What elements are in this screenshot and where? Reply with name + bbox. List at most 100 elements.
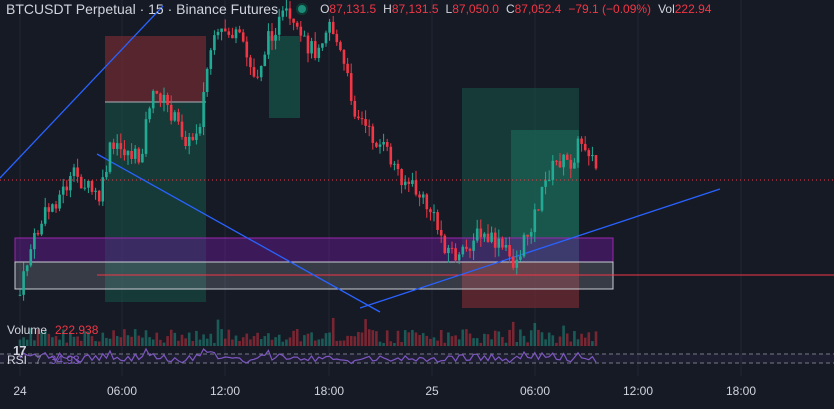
volume-bar: [569, 341, 573, 346]
volume-legend[interactable]: Volume 222.938: [7, 323, 98, 337]
volume-bar: [317, 339, 321, 346]
time-tick: 06:00: [519, 384, 551, 398]
volume-bar: [486, 334, 490, 346]
symbol-title[interactable]: BTCUSDT Perpetual · 15 · Binance Futures: [6, 1, 279, 17]
candle-body: [389, 146, 393, 165]
time-axis[interactable]: 24 06:00 12:00 18:00 25 06:00 12:00 18:0…: [0, 376, 834, 409]
volume-bar: [220, 329, 223, 346]
volume-bar: [191, 341, 195, 346]
candle-body: [205, 68, 209, 93]
volume-bar: [61, 329, 65, 346]
candle-body: [321, 43, 324, 48]
candle-body: [148, 108, 151, 120]
candle-body: [177, 112, 180, 122]
volume-bar: [36, 329, 40, 346]
candle-body: [108, 142, 112, 172]
candle-body: [544, 180, 547, 187]
volume-bar: [252, 336, 256, 346]
volume-bar: [72, 336, 76, 346]
volume-bar: [40, 332, 43, 346]
time-tick: 12:00: [622, 384, 654, 398]
long-position-loss: [462, 262, 579, 308]
candle-body: [119, 143, 123, 150]
candle-body: [475, 228, 479, 241]
volume-bar: [515, 341, 519, 346]
volume-bar: [475, 338, 479, 346]
volume-bar: [148, 337, 151, 346]
time-tick: 24: [13, 384, 27, 398]
volume-bar: [533, 323, 537, 346]
candle-body: [515, 259, 519, 268]
candle-body: [529, 232, 533, 237]
volume-label: Volume: [7, 323, 48, 337]
candle-body: [18, 294, 22, 296]
volume-header-label: Vol: [658, 2, 675, 16]
candles: [18, 0, 598, 301]
candle-body: [306, 35, 310, 54]
volume-bar: [389, 341, 393, 346]
volume-bar: [421, 333, 425, 346]
candle-body: [457, 254, 461, 261]
candle-body: [562, 154, 565, 168]
volume-bar: [295, 329, 299, 346]
volume-bar: [321, 338, 324, 346]
volume-bar: [447, 332, 450, 346]
candle-body: [137, 148, 141, 163]
candle-body: [220, 28, 223, 32]
rsi-legend[interactable]: RSI 7 34.93: [7, 353, 80, 367]
candle-body: [360, 118, 364, 120]
candle-body: [573, 162, 576, 169]
volume-bar: [79, 340, 83, 346]
volume-bar: [357, 331, 360, 346]
candle-body: [511, 256, 515, 268]
time-tick: 06:00: [106, 384, 138, 398]
candle-body: [245, 41, 249, 58]
volume-bar: [249, 339, 252, 346]
volume-bar: [133, 329, 137, 346]
candle-body: [367, 125, 371, 127]
candle-body: [54, 204, 58, 209]
volume-bar: [267, 333, 270, 346]
candle-body: [83, 187, 87, 189]
candle-body: [501, 238, 504, 248]
candle-body: [436, 212, 439, 230]
candle-body: [151, 90, 155, 109]
candle-body: [123, 149, 126, 156]
candle-body: [166, 94, 169, 105]
time-tick: 25: [425, 384, 439, 398]
volume-bar: [529, 330, 533, 346]
volume-bar: [414, 332, 418, 346]
candle-body: [522, 234, 526, 257]
candle-body: [393, 163, 396, 165]
volume-bar: [22, 337, 25, 346]
volume-bar: [583, 337, 587, 346]
volume-bar: [558, 336, 562, 346]
candle-body: [33, 232, 36, 250]
candle-body: [443, 235, 447, 254]
candle-body: [576, 138, 580, 163]
volume-bar: [526, 342, 529, 346]
candle-body: [58, 194, 61, 209]
volume-bar: [292, 330, 295, 346]
rsi-pane: [0, 347, 834, 365]
candle-body: [468, 248, 472, 251]
volume-bar: [407, 332, 411, 346]
volume-bar: [105, 337, 108, 346]
volume-bar: [342, 340, 346, 346]
volume-bar: [76, 336, 79, 346]
volume-bar: [587, 332, 591, 346]
volume-bar: [18, 339, 22, 346]
candle-body: [180, 121, 184, 137]
volume-bar: [483, 333, 486, 346]
candle-body: [328, 21, 331, 33]
tradingview-logo-icon[interactable]: 17: [13, 343, 26, 358]
volume-bar: [87, 331, 90, 346]
candle-body: [101, 177, 105, 202]
candle-body: [277, 16, 281, 35]
trend-lines[interactable]: [0, 5, 721, 313]
candle-body: [29, 249, 33, 266]
volume-bar: [256, 332, 259, 346]
volume-bar: [393, 342, 396, 346]
